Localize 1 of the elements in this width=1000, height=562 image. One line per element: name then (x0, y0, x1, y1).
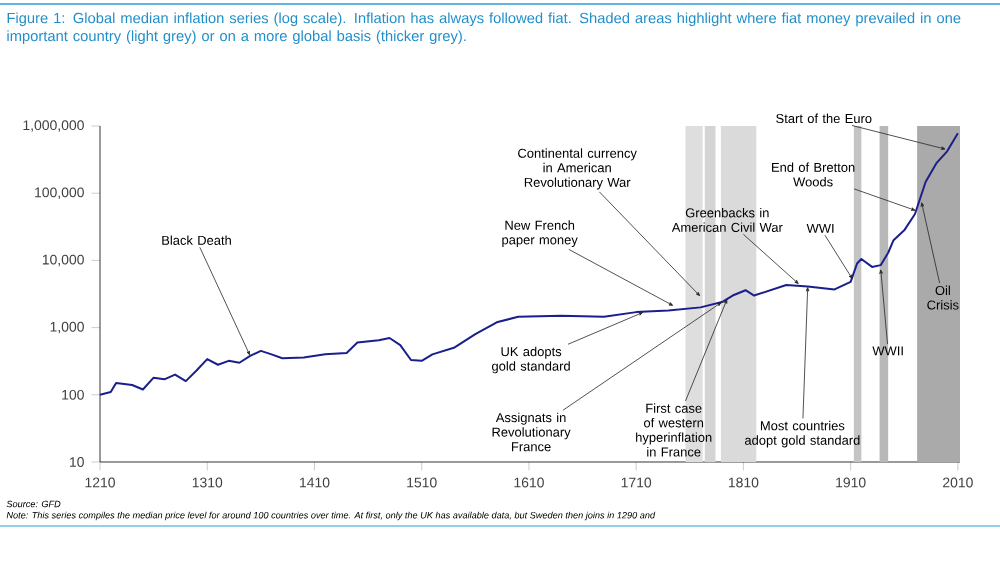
line-series (99, 132, 959, 396)
